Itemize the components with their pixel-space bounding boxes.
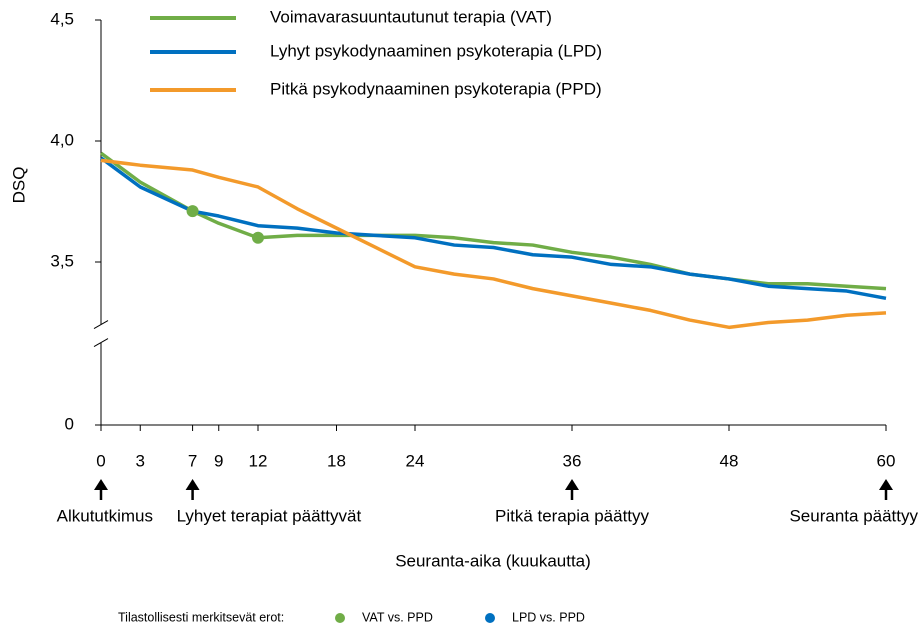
annotation-label: Seuranta päättyy — [789, 506, 918, 525]
x-tick-label: 3 — [136, 451, 145, 470]
annotation-arrowhead — [565, 479, 579, 490]
significance-marker — [252, 231, 264, 244]
x-tick-label: 7 — [188, 451, 197, 470]
marker-legend-swatch — [485, 613, 495, 623]
x-tick-label: 24 — [406, 451, 425, 470]
annotation-arrowhead — [185, 479, 200, 490]
annotation-arrowhead — [94, 479, 108, 490]
markers-title: Tilastollisesti merkitsevät erot: — [118, 610, 284, 624]
x-axis-label: Seuranta-aika (kuukautta) — [395, 551, 591, 570]
series-line — [99, 151, 887, 291]
x-tick-label: 48 — [720, 451, 739, 470]
y-axis-label: DSQ — [9, 167, 28, 204]
annotation-label: Alkututkimus — [57, 506, 153, 525]
significance-marker — [186, 205, 199, 218]
y-tick-label: 3,5 — [50, 251, 74, 270]
x-tick-label: 60 — [877, 451, 896, 470]
x-tick-label: 9 — [214, 451, 223, 470]
annotation-label: Lyhyet terapiat päättyvät — [177, 506, 362, 525]
marker-legend-label: LPD vs. PPD — [512, 610, 585, 624]
axis-break — [93, 338, 109, 348]
legend-label: Lyhyt psykodynaaminen psykoterapia (LPD) — [270, 41, 602, 60]
y-tick-label: 0 — [65, 414, 74, 433]
axis-break — [93, 320, 109, 330]
x-tick-label: 18 — [327, 451, 346, 470]
marker-legend-swatch — [335, 613, 345, 623]
y-tick-label: 4,0 — [50, 130, 74, 149]
series-line — [99, 156, 887, 301]
x-tick-label: 12 — [249, 451, 268, 470]
annotation-arrowhead — [879, 479, 893, 490]
series-line — [100, 158, 887, 330]
legend-label: Pitkä psykodynaaminen psykoterapia (PPD) — [270, 79, 602, 98]
y-tick-label: 4,5 — [50, 9, 74, 28]
x-tick-label: 0 — [96, 451, 105, 470]
legend-label: Voimavarasuuntautunut terapia (VAT) — [270, 7, 552, 26]
marker-legend-label: VAT vs. PPD — [362, 610, 433, 624]
x-tick-label: 36 — [563, 451, 582, 470]
annotation-label: Pitkä terapia päättyy — [495, 506, 650, 525]
